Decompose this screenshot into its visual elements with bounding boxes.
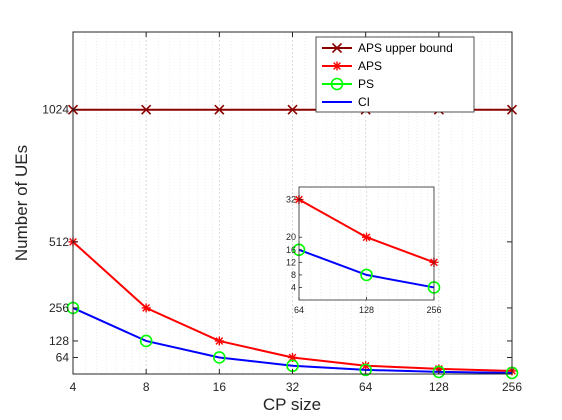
legend-label-ps: PS: [358, 77, 374, 91]
inset-point-aps: [362, 232, 371, 242]
inset-point-ps: [360, 268, 373, 282]
legend-marker-ps: [330, 77, 344, 91]
inset-y-tick-label: 8: [291, 270, 296, 280]
inset-chart: 64 128 256 4 8 12 16 20 32: [286, 186, 442, 315]
inset-y-tick-label: 12: [286, 257, 296, 267]
y-tick-label: 256: [49, 301, 69, 315]
legend-marker-aps: [332, 61, 342, 71]
legend-box: [315, 36, 475, 113]
legend-marker-aps-upper-bound: [331, 42, 343, 54]
inset-y-tick-label: 16: [286, 245, 296, 255]
legend-marker-aps-upper-bound-stroke: [331, 42, 343, 54]
point-ps: [213, 351, 226, 364]
inset-y-tick-label: 32: [286, 195, 296, 205]
point-aps-upper-bound: [141, 104, 152, 115]
point-aps-stroke: [361, 361, 370, 370]
x-tick-label: 128: [429, 380, 449, 394]
x-tick-label: 8: [143, 380, 150, 394]
inset-ticks: 64 128 256 4 8 12 16 20 32: [286, 195, 442, 315]
point-aps-upper-bound-stroke: [141, 104, 152, 115]
point-aps: [214, 336, 224, 346]
point-aps-stroke: [142, 304, 151, 312]
x-tick-label: 64: [359, 380, 373, 394]
legend-label-aps-upper-bound: APS upper bound: [358, 41, 453, 55]
x-tick-label: 32: [286, 380, 300, 394]
x-tick-label: 256: [502, 380, 522, 394]
y-tick-label: 1024: [42, 103, 69, 117]
inset-point-aps-stroke: [362, 233, 371, 242]
x-tick-label: 4: [70, 380, 77, 394]
inset-x-tick-label: 256: [426, 305, 441, 315]
x-tick-label: 16: [213, 380, 227, 394]
legend-label-aps: APS: [358, 59, 382, 73]
inset-x-tick-label: 128: [359, 305, 374, 315]
legend-item-ci: CI: [322, 95, 370, 109]
legend-label-ci: CI: [358, 95, 370, 109]
y-tick-label: 128: [49, 334, 69, 348]
point-aps: [141, 303, 151, 313]
legend-item-aps-upper-bound: APS upper bound: [322, 41, 453, 55]
point-aps-stroke: [215, 337, 224, 345]
point-aps-upper-bound-stroke: [287, 104, 298, 115]
x-axis-title: CP size: [263, 395, 321, 414]
y-tick-label: 512: [49, 235, 69, 249]
inset-x-tick-label: 64: [294, 305, 304, 315]
y-axis-title: Number of UEs: [12, 145, 31, 261]
point-ps: [432, 365, 446, 379]
point-ps: [139, 334, 153, 348]
legend: APS upper bound APS PS CI: [315, 36, 475, 113]
legend-item-aps: APS: [322, 59, 382, 73]
y-tick-label: 64: [56, 350, 70, 364]
point-aps-upper-bound-stroke: [214, 104, 225, 115]
point-aps-stroke: [288, 353, 297, 362]
point-aps-upper-bound: [287, 104, 298, 115]
legend-item-ps: PS: [322, 77, 374, 91]
inset-series-line-ci: [298, 248, 435, 289]
legend-marker-aps-stroke: [333, 62, 341, 70]
point-aps-upper-bound: [214, 104, 225, 115]
inset-y-tick-label: 4: [291, 282, 296, 292]
point-ps: [359, 363, 372, 377]
inset-y-tick-label: 20: [286, 232, 296, 242]
